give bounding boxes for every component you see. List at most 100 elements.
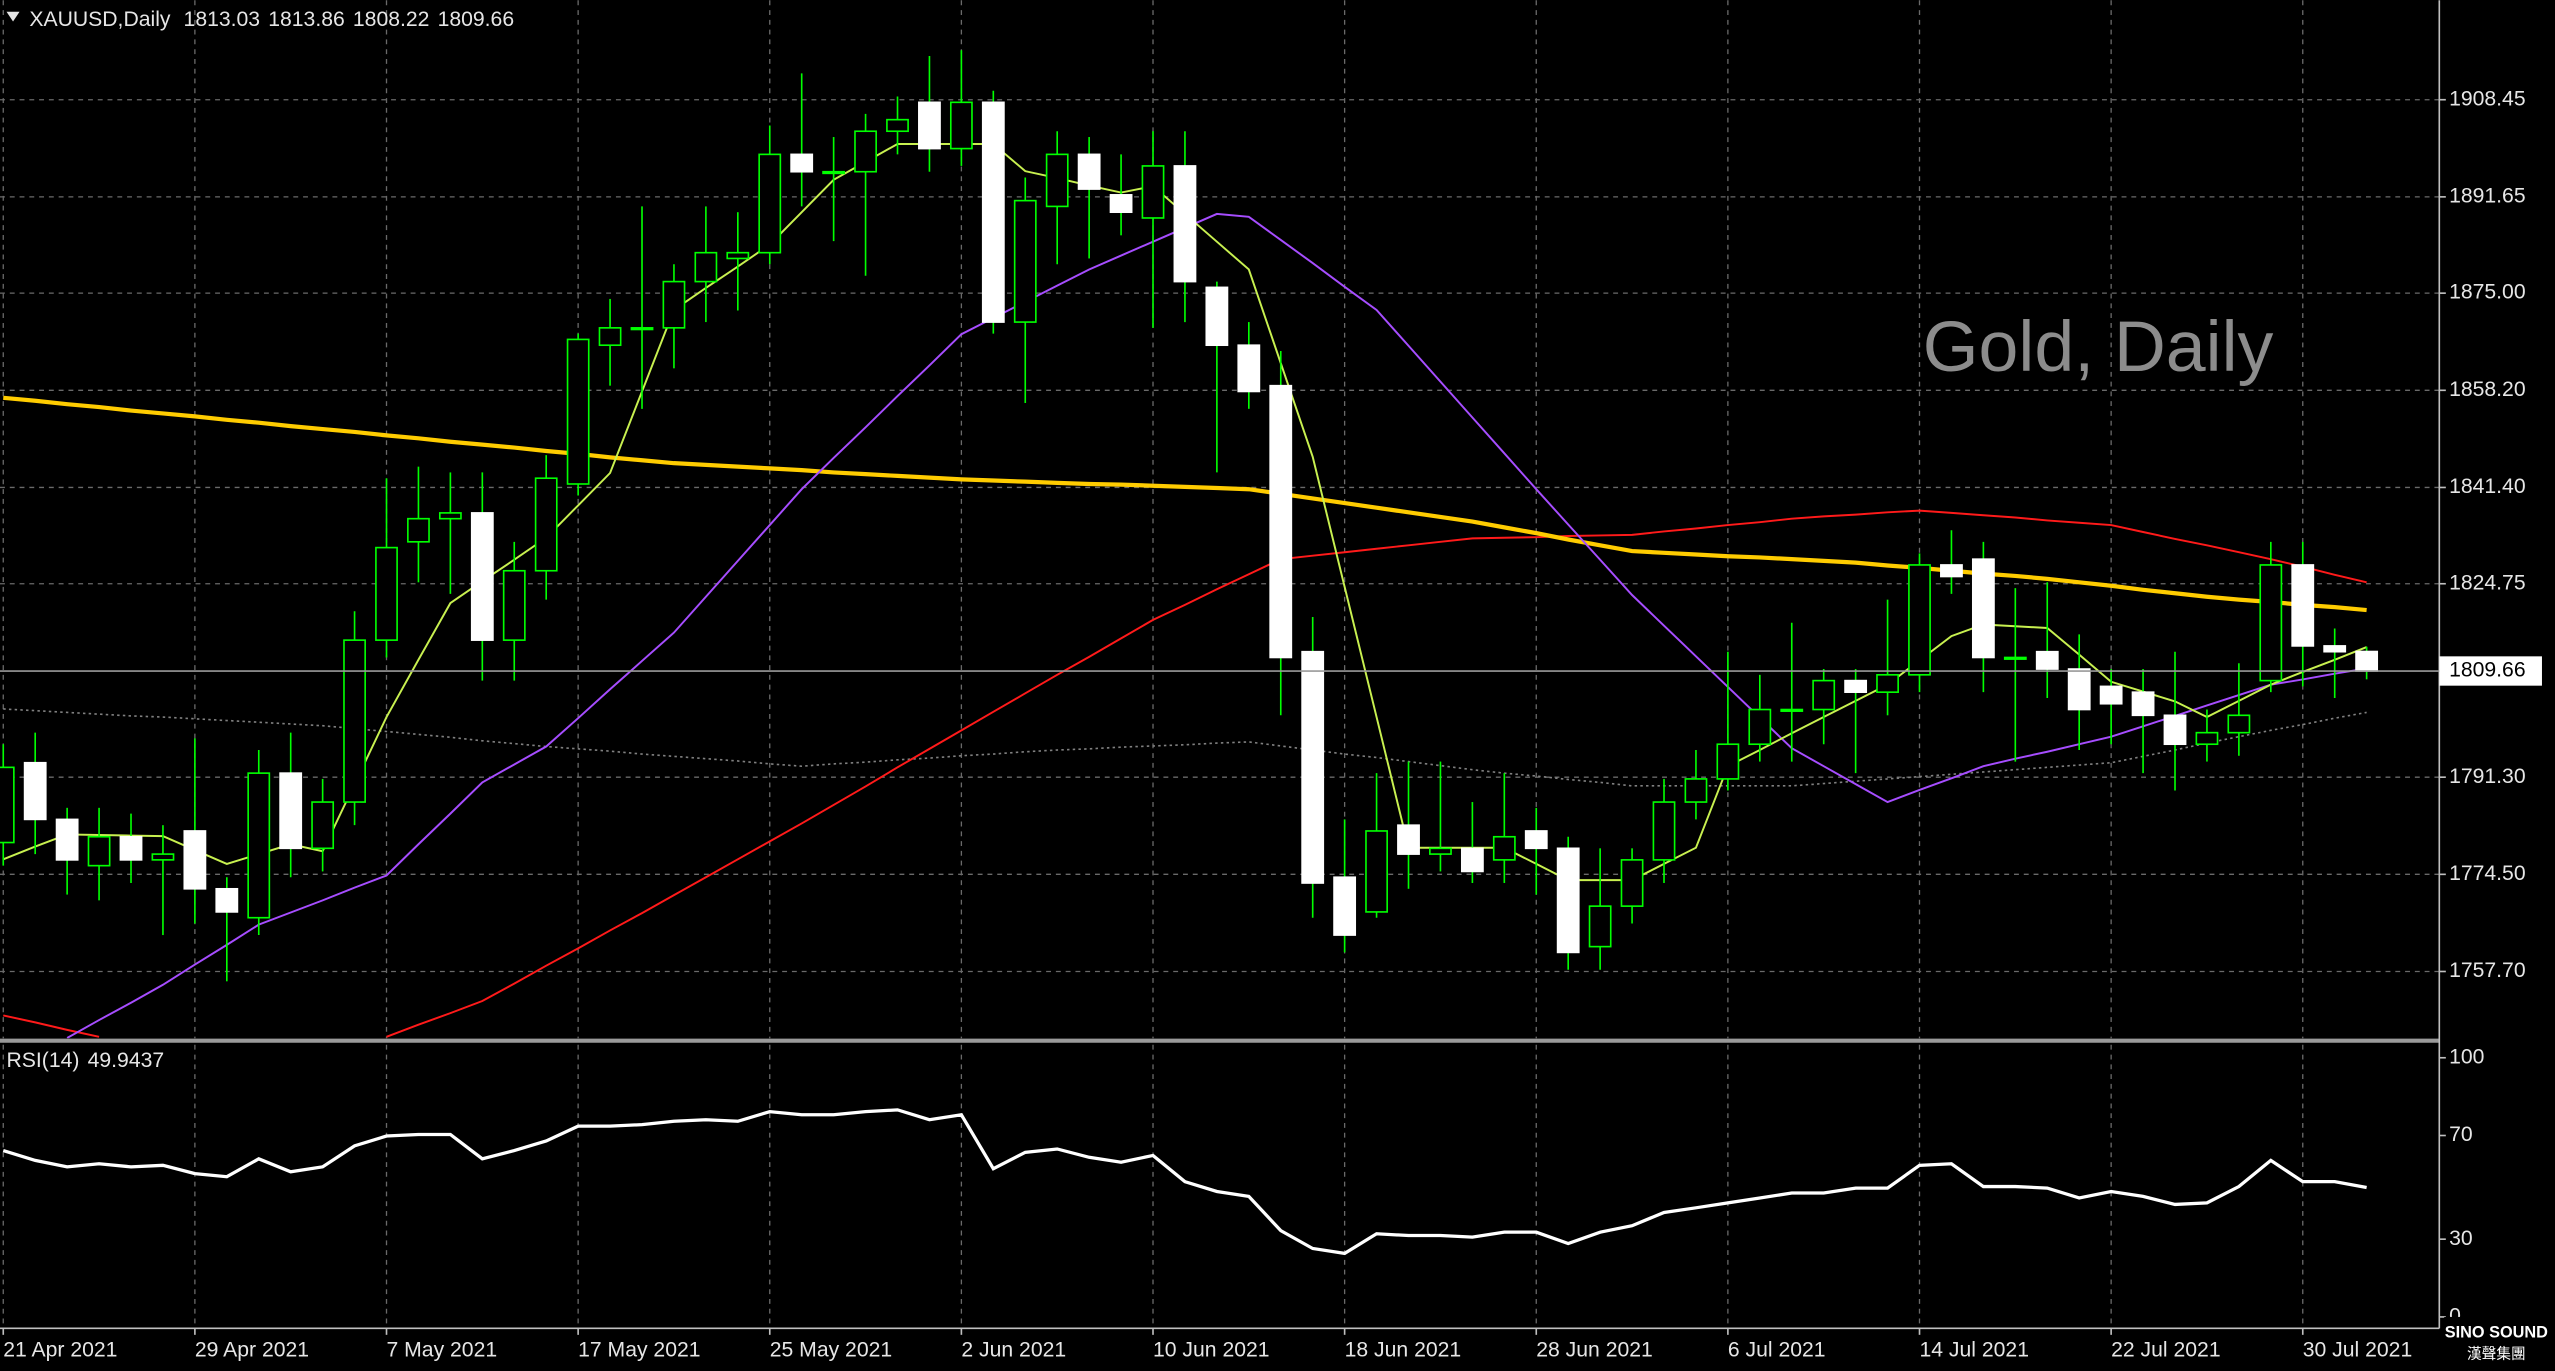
x-tick-label: 18 Jun 2021 [1345,1339,1462,1362]
candle-body [1716,743,1740,780]
x-tick-label: 10 Jun 2021 [1153,1339,1270,1362]
x-tick-label: 21 Apr 2021 [3,1339,117,1362]
candle-body [1269,384,1293,659]
x-tick-label: 6 Jul 2021 [1728,1339,1826,1362]
candle-body [534,477,558,572]
candle-body [2227,714,2251,734]
x-tick-label: 28 Jun 2021 [1536,1339,1653,1362]
candle-body [694,251,718,283]
price-panel [0,50,2379,1039]
moving-average [66,212,2367,1039]
candle-body [279,772,303,850]
last-price-box [2439,656,2542,686]
rsi-panel [2,1108,2367,1256]
candle-body [1876,674,1899,693]
candle-body [1109,194,1133,214]
candle-body [1524,830,1548,850]
header-close: 1809.66 [438,7,515,30]
candle-body [2163,714,2187,746]
candle-body [2355,650,2379,672]
candle-body [0,766,15,844]
y-tick-label: 1824.75 [2449,571,2526,594]
rsi-tick-label: 30 [2449,1227,2473,1250]
candle-body [854,130,877,173]
logo-subtitle: 漢聲集團 [2467,1345,2526,1362]
candle-body [886,118,909,133]
candle-body [1940,564,1963,578]
candle-body [183,830,207,890]
candle-body [1333,876,1357,936]
candle-body [949,101,973,150]
candle-body [2003,656,2027,660]
candle-body [1812,679,1836,711]
candle-body [790,153,814,173]
candle-body [1492,835,1516,861]
candle-body [822,170,846,175]
logo-background [2444,1316,2555,1371]
x-tick-label: 29 Apr 2021 [195,1339,309,1362]
x-tick-label: 14 Jul 2021 [1920,1339,2029,1362]
candle-body [2131,691,2155,717]
candle-body [2195,731,2219,746]
candle-body [2259,564,2283,682]
candle-body [87,835,111,867]
candle-body [1429,847,1452,855]
candle-body [758,153,782,254]
candle-body [918,101,941,150]
candle-body [1045,153,1069,208]
candle-body [119,835,143,861]
candle-body [1652,801,1676,861]
x-tick-label: 22 Jul 2021 [2111,1339,2220,1362]
candle-body [151,853,175,861]
header-open: 1813.03 [184,7,261,30]
candle-body [1780,708,1804,712]
rsi-line [2,1108,2367,1256]
candle-body [1620,859,1644,907]
candle-body [23,761,47,821]
candle-body [502,569,526,641]
moving-average [3,708,2367,787]
candle-body [2291,564,2315,647]
candle-body [343,639,366,803]
y-tick-label: 1891.65 [2449,184,2526,207]
candle-body [1237,344,1261,393]
last-price-label: 1809.66 [2449,659,2526,682]
x-tick-label: 25 May 2021 [770,1339,892,1362]
candle-body [1588,905,1612,948]
watermark: Gold, Daily [1923,307,2274,387]
rsi-header: RSI(14) 49.9437 [7,1049,165,1072]
y-tick-label: 1858.20 [2449,378,2526,401]
candle-body [247,772,271,919]
rsi-tick-label: 70 [2449,1123,2473,1146]
candle-body [1397,824,1420,855]
header-low: 1808.22 [353,7,430,30]
candle-body [2099,685,2123,705]
candle-body [1077,153,1101,190]
candle-body [1013,199,1037,323]
candle-body [726,251,750,260]
x-tick-label: 30 Jul 2021 [2303,1339,2412,1362]
y-tick-label: 1875.00 [2449,281,2526,304]
candle-body [981,101,1005,323]
candle-body [1556,847,1580,954]
moving-average [3,509,2367,1038]
collapse-icon[interactable] [6,11,20,22]
candle-body [2323,645,2347,653]
candle-body [2067,668,2091,711]
candle-body [1844,679,1868,693]
candle-body [1141,165,1165,219]
candle-body [1205,286,1229,347]
candle-body [407,517,430,543]
rsi-current: 49.9437 [88,1049,165,1072]
candle-body [311,801,335,850]
candle-body [598,327,622,347]
axis-layer: 1908.45 1891.65 1875.00 1858.20 1841.40 1824.… [2,87,2542,1362]
candle-body [1365,830,1388,913]
candle-body [215,887,239,913]
y-tick-label: 1908.45 [2449,87,2526,110]
y-tick-label: 1774.50 [2449,862,2526,885]
logo-name: SINO SOUND [2445,1324,2548,1342]
chart-header: XAUUSD,Daily 1813.03 1813.86 1808.22 1809.66 [29,7,514,30]
